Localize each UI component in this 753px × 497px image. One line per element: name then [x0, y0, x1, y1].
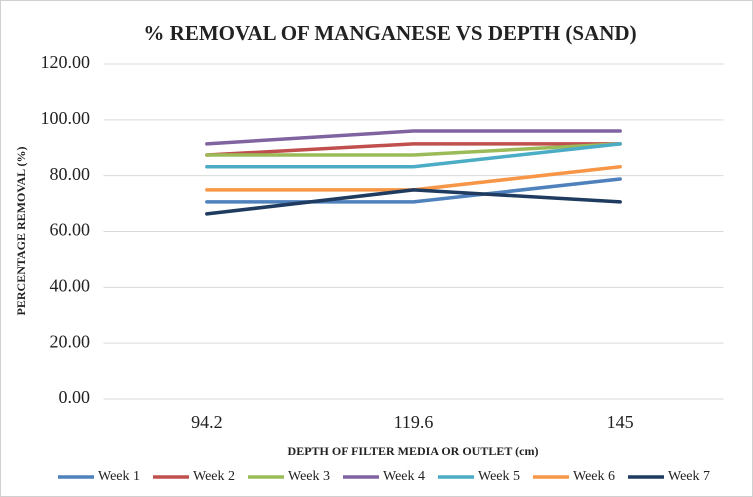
- legend-label: Week 2: [193, 469, 235, 484]
- series-line: [205, 142, 622, 169]
- y-tick-label: 0.00: [59, 387, 91, 407]
- series-line: [205, 142, 622, 157]
- x-tick-label: 119.6: [394, 412, 434, 432]
- chart-title: % REMOVAL OF MANGANESE VS DEPTH (SAND): [143, 21, 636, 45]
- y-tick-label: 60.00: [50, 220, 91, 240]
- series-line: [205, 188, 622, 216]
- y-tick-label: 40.00: [50, 275, 91, 295]
- legend-label: Week 7: [668, 469, 710, 484]
- y-tick-label: 20.00: [50, 331, 91, 351]
- legend-label: Week 6: [573, 469, 615, 484]
- legend-label: Week 4: [383, 469, 425, 484]
- legend-label: Week 3: [288, 469, 330, 484]
- y-tick-label: 120.00: [41, 52, 91, 72]
- x-axis-title: DEPTH OF FILTER MEDIA OR OUTLET (cm): [288, 444, 539, 458]
- x-tick-label: 94.2: [191, 412, 223, 432]
- legend-label: Week 5: [478, 469, 520, 484]
- legend-label: Week 1: [98, 469, 140, 484]
- y-tick-label: 100.00: [41, 108, 91, 128]
- x-tick-label: 145: [607, 412, 634, 432]
- y-tick-label: 80.00: [50, 164, 91, 184]
- series-line: [205, 129, 622, 146]
- series-line: [205, 142, 622, 157]
- y-axis-title: PERCENTAGE REMOVAL (%): [14, 147, 28, 316]
- series-line: [205, 177, 622, 204]
